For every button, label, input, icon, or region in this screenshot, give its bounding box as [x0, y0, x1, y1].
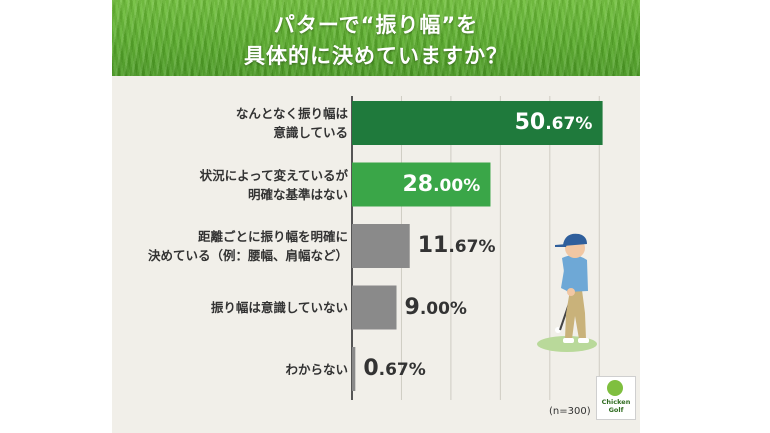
value-label-4-dec: .00%	[419, 298, 467, 319]
value-label-4: 9.00%	[405, 295, 467, 322]
logo-text-line1: Chicken	[601, 398, 631, 406]
bar-1	[352, 101, 603, 145]
logo-mark-icon	[607, 380, 623, 396]
value-label-5: 0.67%	[363, 356, 425, 383]
category-label-3-line-1: 距離ごとに振り幅を明確に	[197, 229, 348, 244]
category-label-5-line-1: わからない	[285, 361, 348, 377]
title-banner	[112, 0, 640, 76]
category-label-3-line-2: 決めている（例：腰幅、肩幅など）	[147, 248, 348, 263]
chart-title-line2: 具体的に決めていますか？	[244, 44, 508, 68]
category-label-3: 距離ごとに振り幅を明確に決めている（例：腰幅、肩幅など）	[148, 227, 348, 265]
bar-2	[352, 162, 491, 207]
value-label-5-dec: .67%	[378, 360, 426, 380]
chicken-golf-logo: Chicken Golf	[596, 376, 636, 420]
value-label-1-dec: .67%	[545, 114, 593, 134]
bar-3	[352, 224, 410, 268]
value-label-5-int: 0	[363, 356, 379, 381]
value-label-2-int: 28	[402, 171, 434, 197]
category-label-4-line-1: 振り幅は意識していない	[210, 300, 348, 315]
bar-5	[352, 347, 356, 391]
sample-size-note: (n=300)	[549, 406, 591, 417]
value-label-4-int: 9	[404, 294, 420, 320]
category-label-5: わからない	[285, 360, 348, 379]
chart-title-line1: パターで“振り幅”を	[273, 13, 479, 37]
category-label-4: 振り幅は意識していない	[211, 298, 348, 317]
value-label-2-dec: .00%	[433, 175, 481, 196]
value-label-3-dec: .67%	[448, 237, 496, 257]
value-label-3: 11.67%	[418, 233, 496, 260]
category-label-1: なんとなく振り幅は意識している	[236, 104, 348, 142]
category-label-1-line-2: 意識している	[273, 125, 348, 140]
golfer-illustration-icon	[537, 233, 597, 352]
value-label-2: 28.00%	[402, 172, 480, 199]
category-label-2-line-1: 状況によって変えているが	[199, 167, 348, 183]
value-label-1-int: 50	[514, 110, 546, 135]
category-label-2: 状況によって変えているが明確な基準はない	[200, 166, 348, 204]
category-label-2-line-2: 明確な基準はない	[247, 186, 348, 202]
value-label-1: 50.67%	[515, 110, 593, 137]
value-label-3-int: 11	[417, 233, 449, 258]
logo-text-line2: Golf	[608, 406, 624, 414]
category-label-1-line-1: なんとなく振り幅は	[235, 106, 348, 121]
bar-4	[352, 285, 397, 330]
